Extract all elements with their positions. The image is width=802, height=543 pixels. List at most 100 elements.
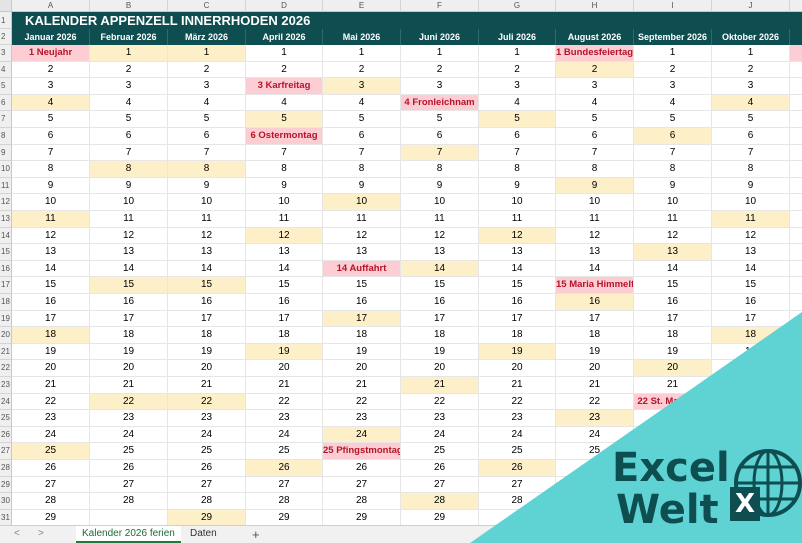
column-header-d[interactable]: D	[246, 0, 323, 12]
column-header-h[interactable]: H	[556, 0, 634, 12]
day-cell[interactable]: 17	[323, 310, 401, 328]
row-header[interactable]: 7	[0, 111, 12, 128]
day-cell[interactable]: 21	[90, 377, 168, 394]
day-cell[interactable]: 10	[401, 194, 479, 211]
day-cell[interactable]: 29	[479, 509, 556, 525]
day-cell[interactable]: 21	[634, 377, 712, 394]
calendar-title[interactable]: KALENDER APPENZELL INNERRHODEN 2026	[12, 12, 802, 29]
day-cell[interactable]: 13	[90, 244, 168, 261]
day-cell[interactable]	[790, 194, 802, 211]
day-cell[interactable]: 8	[90, 161, 168, 178]
day-cell[interactable]: 13	[712, 244, 790, 261]
day-cell[interactable]: 11	[401, 211, 479, 228]
day-cell[interactable]: 3	[12, 78, 90, 95]
day-cell[interactable]: 27	[479, 476, 556, 494]
day-cell[interactable]: 20	[168, 360, 246, 377]
day-cell[interactable]: 9	[712, 177, 790, 195]
day-cell[interactable]: 4	[634, 94, 712, 112]
column-header-b[interactable]: B	[90, 0, 168, 12]
day-cell[interactable]: 26	[401, 460, 479, 477]
row-header[interactable]: 15	[0, 244, 12, 261]
tab-daten[interactable]: Daten	[190, 528, 217, 539]
day-cell[interactable]: 16	[323, 294, 401, 311]
day-cell[interactable]: 13	[168, 244, 246, 261]
day-cell[interactable]: 12	[323, 227, 401, 245]
day-cell[interactable]: 24	[401, 426, 479, 444]
day-cell[interactable]: 14 Auffahrt	[323, 260, 401, 278]
day-cell[interactable]: 1	[168, 45, 246, 62]
day-cell[interactable]: 11	[712, 211, 790, 228]
day-cell[interactable]: 26	[12, 460, 90, 477]
day-cell[interactable]: 21	[401, 377, 479, 394]
day-cell[interactable]: 8	[712, 161, 790, 178]
column-header-k[interactable]: K	[790, 0, 802, 12]
day-cell[interactable]: 22	[556, 393, 634, 411]
day-cell[interactable]: 27	[401, 476, 479, 494]
day-cell[interactable]: 25	[168, 443, 246, 460]
day-cell[interactable]: 9	[479, 177, 556, 195]
day-cell[interactable]: 26	[246, 460, 323, 477]
day-cell[interactable]: 29	[12, 509, 90, 525]
day-cell[interactable]: 17	[634, 310, 712, 328]
day-cell[interactable]: 17	[168, 310, 246, 328]
day-cell[interactable]: 12	[90, 227, 168, 245]
day-cell[interactable]: 1	[712, 45, 790, 62]
day-cell[interactable]: 18	[90, 327, 168, 344]
day-cell[interactable]: 18	[168, 327, 246, 344]
day-cell[interactable]	[790, 95, 802, 112]
day-cell[interactable]: 15	[90, 277, 168, 294]
tab-scroll-left-icon[interactable]: <	[14, 528, 20, 539]
row-header[interactable]: 29	[0, 476, 12, 494]
day-cell[interactable]: 5	[479, 111, 556, 128]
month-header[interactable]: Mai 2026	[323, 29, 401, 45]
day-cell[interactable]: 2	[712, 61, 790, 79]
day-cell[interactable]: 2	[168, 61, 246, 79]
day-cell[interactable]	[790, 344, 802, 361]
month-header[interactable]: Oktober 2026	[712, 29, 790, 45]
day-cell[interactable]: 18	[556, 327, 634, 344]
day-cell[interactable]: 29	[168, 509, 246, 525]
row-header[interactable]: 6	[0, 94, 12, 112]
row-header[interactable]: 16	[0, 260, 12, 278]
day-cell[interactable]: 8	[246, 161, 323, 178]
day-cell[interactable]: 23	[246, 410, 323, 427]
day-cell[interactable]: 2	[12, 61, 90, 79]
day-cell[interactable]: 8	[12, 161, 90, 178]
day-cell[interactable]: 13	[401, 244, 479, 261]
day-cell[interactable]: 22	[168, 393, 246, 411]
day-cell[interactable]: 5	[323, 111, 401, 128]
month-header[interactable]: Juli 2026	[479, 29, 556, 45]
day-cell[interactable]: 22	[323, 393, 401, 411]
day-cell[interactable]: 24	[712, 426, 790, 444]
day-cell[interactable]: 25	[12, 443, 90, 460]
day-cell[interactable]: 7	[479, 144, 556, 162]
day-cell[interactable]: 5	[168, 111, 246, 128]
day-cell[interactable]: 17	[90, 310, 168, 328]
day-cell[interactable]: 6 Ostermontag	[246, 128, 323, 145]
select-all-corner[interactable]	[0, 0, 12, 12]
day-cell[interactable]: 1	[479, 45, 556, 62]
row-header[interactable]: 4	[0, 61, 12, 79]
day-cell[interactable]	[790, 228, 802, 245]
day-cell[interactable]: 27	[90, 476, 168, 494]
day-cell[interactable]: 18	[401, 327, 479, 344]
day-cell[interactable]: 15	[12, 277, 90, 294]
day-cell[interactable]: 9	[168, 177, 246, 195]
day-cell[interactable]: 15	[479, 277, 556, 294]
day-cell[interactable]: 23	[634, 410, 712, 427]
day-cell[interactable]: 8	[323, 161, 401, 178]
day-cell[interactable]: 26	[90, 460, 168, 477]
day-cell[interactable]	[790, 377, 802, 394]
day-cell[interactable]: 24	[479, 426, 556, 444]
day-cell[interactable]: 24	[12, 426, 90, 444]
day-cell[interactable]: 6	[401, 128, 479, 145]
day-cell[interactable]: 18	[712, 327, 790, 344]
day-cell[interactable]: 11	[323, 211, 401, 228]
day-cell[interactable]: 15	[323, 277, 401, 294]
day-cell[interactable]: 17	[712, 310, 790, 328]
day-cell[interactable]: 23	[12, 410, 90, 427]
day-cell[interactable]: 13	[12, 244, 90, 261]
day-cell[interactable]: 21	[323, 377, 401, 394]
month-header[interactable]: Februar 2026	[90, 29, 168, 45]
day-cell[interactable]: 8	[479, 161, 556, 178]
